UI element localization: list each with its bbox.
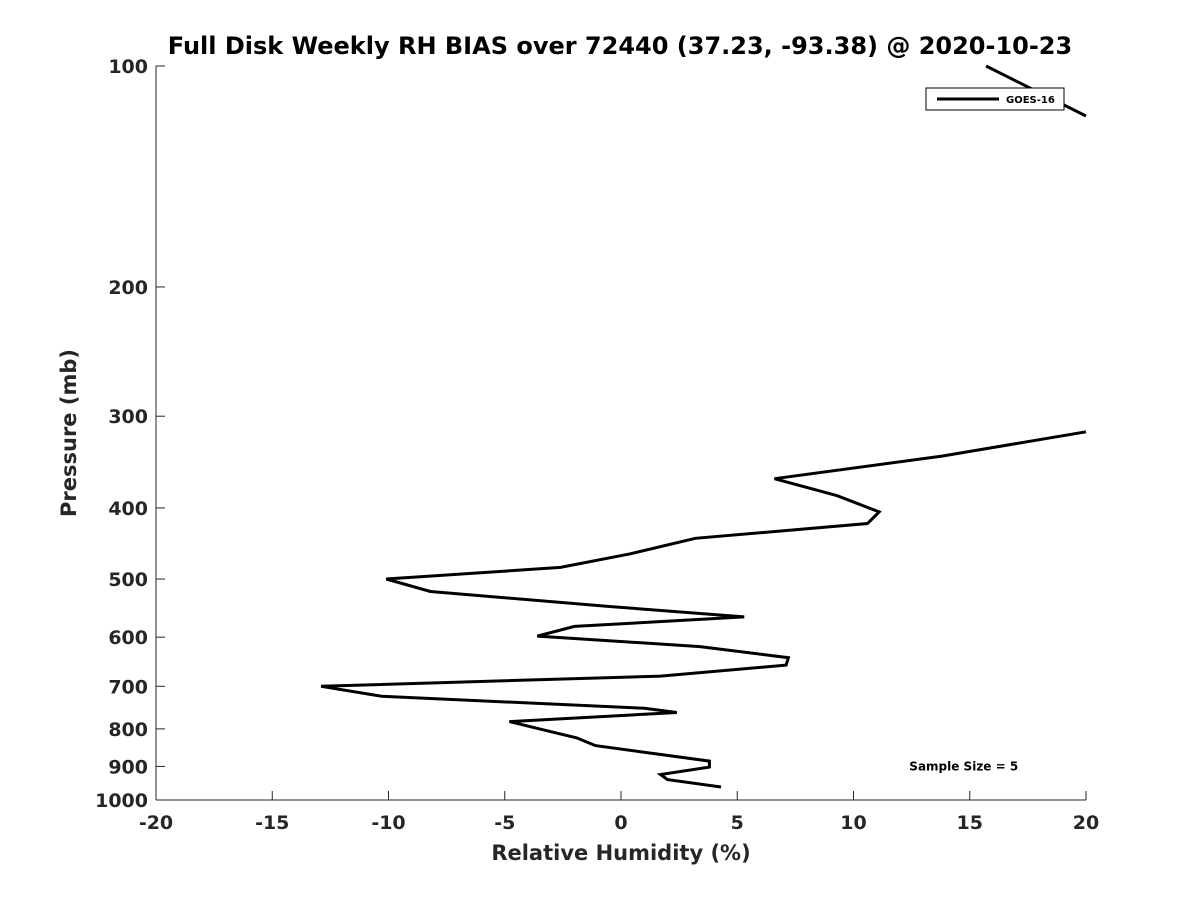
- y-tick-label: 900: [108, 756, 148, 778]
- x-ticks: -20 -15 -10 -5 0 5 10 15 20: [139, 791, 1099, 834]
- y-axis-label: Pressure (mb): [57, 349, 81, 517]
- y-tick-label: 600: [108, 627, 148, 649]
- x-tick-label: -10: [371, 812, 405, 834]
- sample-size-annotation: Sample Size = 5: [909, 759, 1018, 773]
- y-tick-label: 100: [108, 56, 148, 78]
- x-tick-label: 10: [840, 812, 866, 834]
- x-tick-label: -5: [494, 812, 515, 834]
- series-layer: [320, 64, 1087, 789]
- annotation-layer: Sample Size = 5: [909, 759, 1018, 773]
- x-tick-label: 5: [731, 812, 744, 834]
- legend-label: GOES-16: [1006, 95, 1055, 106]
- y-ticks: 100 200 300 400 500 600 700 800 900 1000: [95, 56, 165, 812]
- x-tick-label: 0: [614, 812, 627, 834]
- y-tick-label: 1000: [95, 790, 148, 812]
- legend: GOES-16: [925, 87, 1065, 111]
- x-axis-label: Relative Humidity (%): [491, 841, 750, 865]
- y-tick-label: 800: [108, 719, 148, 741]
- y-tick-label: 700: [108, 676, 148, 698]
- y-tick-label: 200: [108, 277, 148, 299]
- series-line-goes-16: [320, 430, 1087, 789]
- y-tick-label: 500: [108, 569, 148, 591]
- x-tick-label: 20: [1073, 812, 1099, 834]
- y-tick-label: 300: [108, 406, 148, 428]
- x-tick-label: -15: [255, 812, 289, 834]
- plot-area: -20 -15 -10 -5 0 5 10 15 20 100 200 300 400 500 600 70…: [95, 56, 1099, 834]
- y-tick-label: 400: [108, 498, 148, 520]
- chart-title: Full Disk Weekly RH BIAS over 72440 (37.…: [168, 32, 1072, 60]
- x-tick-label: 15: [957, 812, 983, 834]
- x-tick-label: -20: [139, 812, 173, 834]
